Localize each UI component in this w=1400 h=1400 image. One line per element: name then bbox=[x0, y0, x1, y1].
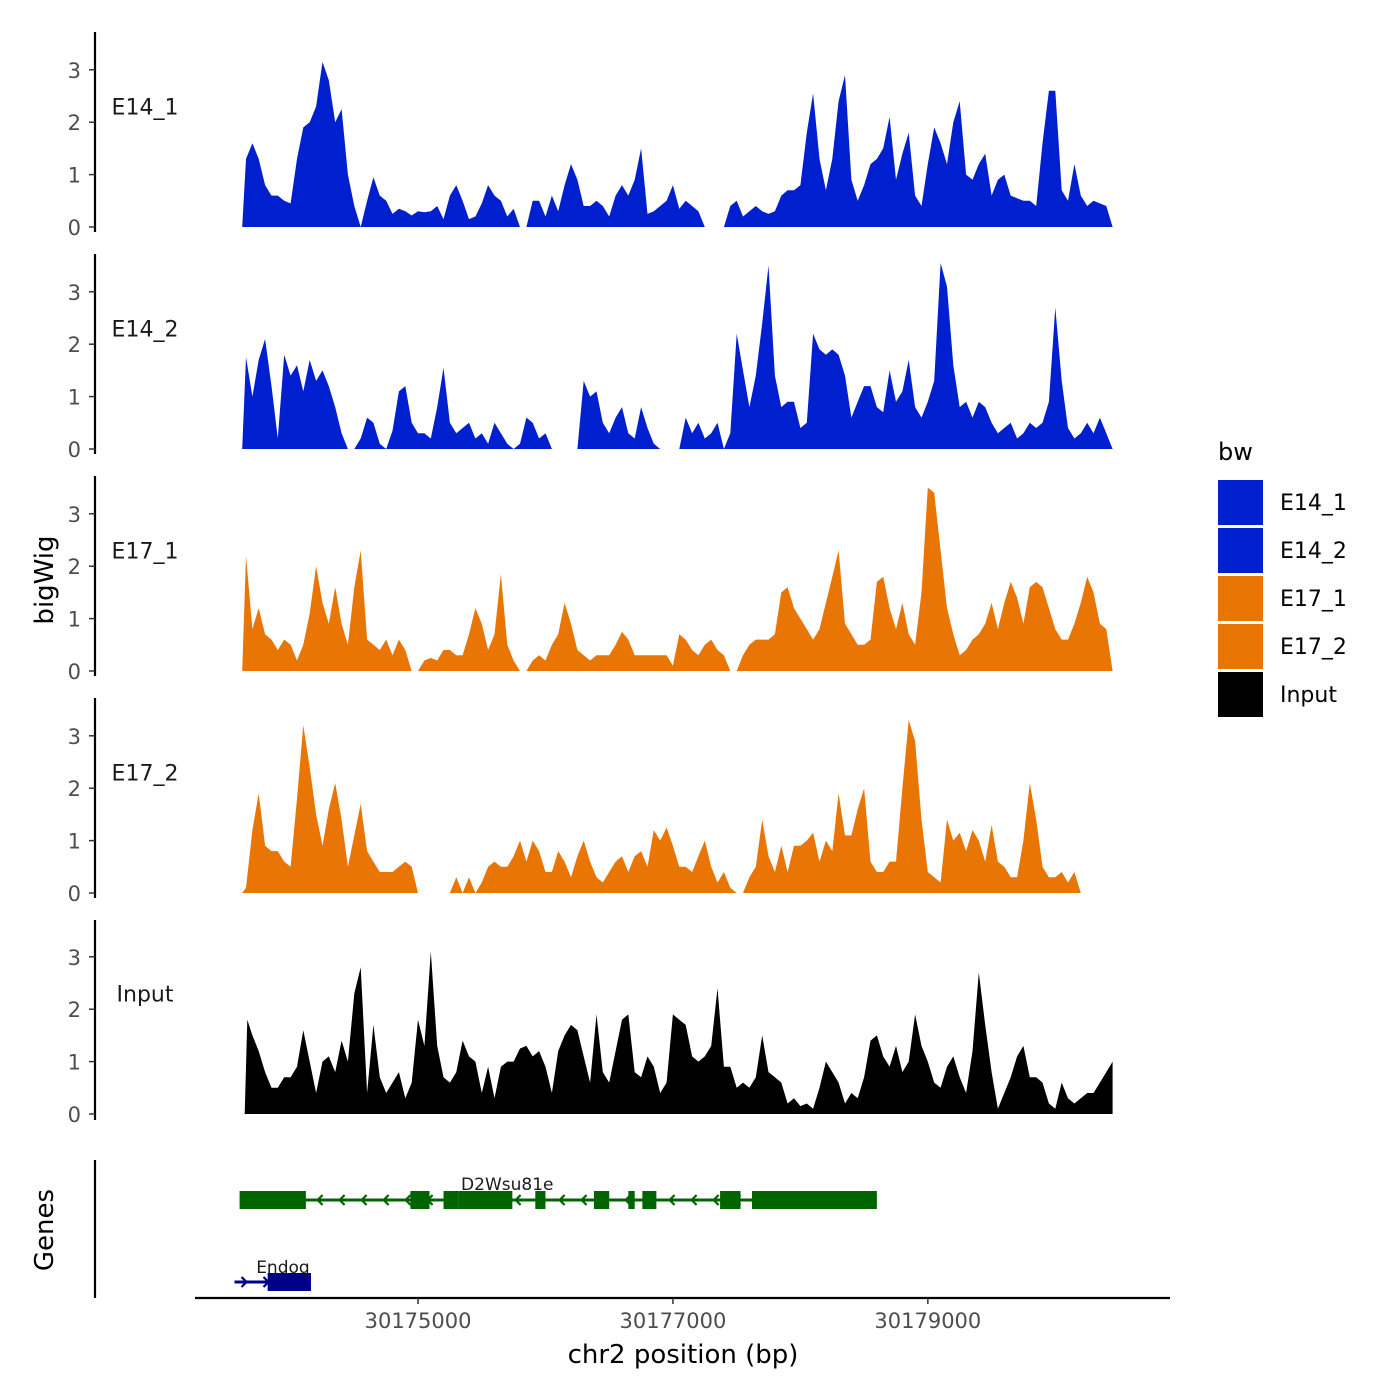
coverage-area bbox=[723, 75, 1113, 227]
track-e14-2: 0 1 2 3 E14_2 bbox=[68, 254, 1113, 462]
legend-swatch bbox=[1218, 528, 1263, 573]
y-tick-label: 0 bbox=[68, 216, 81, 240]
legend-label: Input bbox=[1280, 683, 1337, 708]
track-e17-2: 0 1 2 3 E17_2 bbox=[68, 698, 1081, 906]
track-label: E14_1 bbox=[112, 95, 179, 120]
legend-swatch bbox=[1218, 624, 1263, 669]
y-tick-label: 1 bbox=[68, 608, 81, 632]
x-tick-label: 30179000 bbox=[874, 1309, 981, 1333]
strand-arrow bbox=[360, 1194, 368, 1206]
y-tick-label: 2 bbox=[68, 777, 81, 801]
coverage-area bbox=[449, 827, 737, 893]
gene-exon bbox=[267, 1273, 311, 1291]
legend-title: bw bbox=[1218, 438, 1253, 466]
y-tick-label: 3 bbox=[68, 503, 81, 527]
track-label: E17_2 bbox=[112, 761, 179, 786]
gene-exon bbox=[535, 1191, 546, 1209]
y-tick-label: 3 bbox=[68, 946, 81, 970]
gene-exon bbox=[443, 1191, 459, 1209]
gene-exon bbox=[593, 1191, 610, 1209]
gene-exon bbox=[239, 1191, 306, 1209]
strand-arrow bbox=[690, 1194, 698, 1206]
gene-d2wsu81e: D2Wsu81e bbox=[239, 1175, 877, 1209]
legend-swatch bbox=[1218, 576, 1263, 621]
coverage-area bbox=[242, 339, 552, 449]
strand-arrow bbox=[338, 1194, 346, 1206]
y-tick-label: 2 bbox=[68, 998, 81, 1022]
track-e17-1: 0 1 2 3 E17_1 bbox=[68, 476, 1113, 684]
gene-exon bbox=[458, 1191, 513, 1209]
y-tick-label: 1 bbox=[68, 1051, 81, 1075]
coverage-area bbox=[242, 61, 520, 228]
track-label: E14_2 bbox=[112, 317, 179, 342]
coverage-area bbox=[242, 725, 418, 893]
gene-label: D2Wsu81e bbox=[461, 1175, 553, 1195]
genes-axis-label: Genes bbox=[30, 1189, 60, 1271]
y-tick-label: 3 bbox=[68, 59, 81, 83]
y-tick-label: 1 bbox=[68, 830, 81, 854]
x-tick-label: 30175000 bbox=[365, 1309, 472, 1333]
legend-swatch bbox=[1218, 480, 1263, 525]
y-tick-label: 0 bbox=[68, 660, 81, 684]
coverage-area bbox=[743, 720, 1081, 893]
gene-exon bbox=[751, 1191, 877, 1209]
strand-arrow bbox=[514, 1194, 522, 1206]
gene-exon bbox=[410, 1191, 430, 1209]
strand-arrow bbox=[382, 1194, 390, 1206]
x-axis: 30175000 30177000 30179000 bbox=[195, 1296, 1170, 1333]
coverage-area bbox=[577, 380, 661, 449]
coverage-area bbox=[526, 148, 705, 227]
legend-label: E14_1 bbox=[1280, 491, 1347, 516]
y-tick-label: 0 bbox=[68, 438, 81, 462]
strand-arrow bbox=[240, 1276, 249, 1288]
legend-swatch bbox=[1218, 672, 1263, 717]
legend-label: E14_2 bbox=[1280, 539, 1347, 564]
y-tick-label: 1 bbox=[68, 164, 81, 188]
track-e14-1: 0 1 2 3 E14_1 bbox=[68, 32, 1113, 240]
strand-arrow bbox=[404, 1194, 412, 1206]
gene-exon bbox=[642, 1191, 657, 1209]
coverage-area bbox=[244, 951, 1113, 1114]
y-tick-label: 2 bbox=[68, 111, 81, 135]
strand-arrow bbox=[316, 1194, 324, 1206]
coverage-area bbox=[526, 602, 731, 671]
x-axis-label: chr2 position (bp) bbox=[568, 1340, 799, 1370]
x-tick-label: 30177000 bbox=[619, 1309, 726, 1333]
y-tick-label: 3 bbox=[68, 725, 81, 749]
y-tick-label: 0 bbox=[68, 882, 81, 906]
gene-label: Endog bbox=[256, 1258, 310, 1278]
coverage-area bbox=[679, 263, 1113, 449]
coverage-area bbox=[418, 574, 520, 671]
y-tick-label: 2 bbox=[68, 333, 81, 357]
y-tick-label: 3 bbox=[68, 281, 81, 305]
genes-layer: D2Wsu81e Endog bbox=[93, 1160, 877, 1298]
strand-arrow bbox=[580, 1194, 588, 1206]
tracks-layer: 0 1 2 3 E14_1 0 1 2 3 E14_2 0 1 2 3 E17_1 0 1 2 3 E17_2 0 1 2 3… bbox=[68, 32, 1113, 1127]
track-label: E17_1 bbox=[112, 539, 179, 564]
y-tick-label: 1 bbox=[68, 386, 81, 410]
gene-endog: Endog bbox=[234, 1258, 311, 1291]
legend-label: E17_1 bbox=[1280, 587, 1347, 612]
y-tick-label: 0 bbox=[68, 1103, 81, 1127]
coverage-area bbox=[242, 550, 412, 671]
coverage-area bbox=[736, 487, 1113, 671]
strand-arrow bbox=[712, 1194, 720, 1206]
gene-exon bbox=[628, 1191, 635, 1209]
track-label: Input bbox=[117, 982, 174, 1007]
y-tick-label: 2 bbox=[68, 555, 81, 579]
strand-arrow bbox=[668, 1194, 676, 1206]
legend: bw E14_1 E14_2 E17_1 E17_2 Input bbox=[1218, 438, 1347, 717]
y-axis-label: bigWig bbox=[30, 535, 60, 624]
legend-label: E17_2 bbox=[1280, 635, 1347, 660]
track-input: 0 1 2 3 Input bbox=[68, 920, 1113, 1127]
gene-exon bbox=[720, 1191, 741, 1209]
strand-arrow bbox=[558, 1194, 566, 1206]
